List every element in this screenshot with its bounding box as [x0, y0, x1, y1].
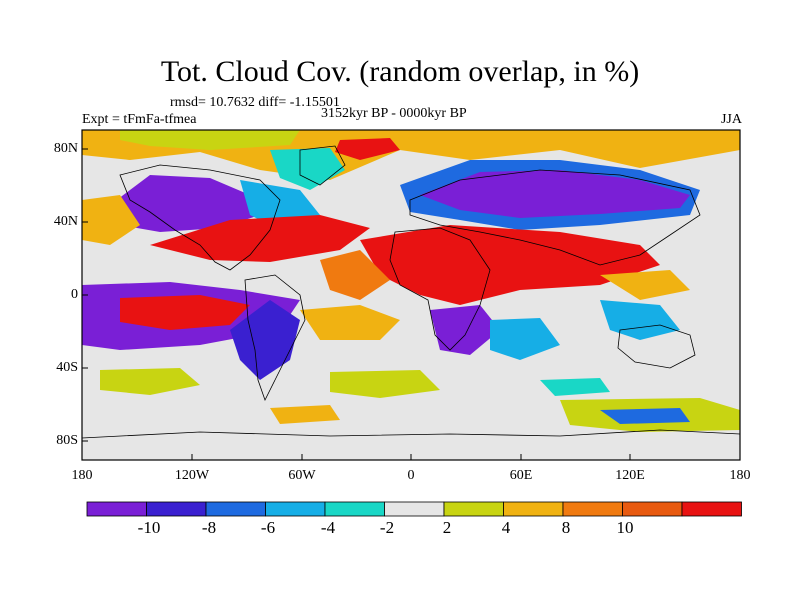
tropical-yellow-rim	[600, 270, 690, 300]
axis-ticks	[82, 148, 631, 460]
colorbar-swatch	[146, 501, 207, 517]
eurasia-purple-band	[420, 170, 690, 218]
coast-australia	[617, 324, 696, 369]
colorbar-label-8: 8	[561, 518, 571, 537]
colorbar-swatch	[562, 501, 623, 517]
colorbar-label-minus4: -4	[320, 518, 336, 537]
colorbar-label-minus2: -2	[379, 518, 395, 537]
coast-antarctica	[82, 429, 740, 439]
southern-yellow-patch-2	[330, 370, 440, 398]
experiment-label: Expt = tFmFa-tfmea	[82, 112, 197, 127]
coast-eurasia	[409, 169, 701, 266]
colorbar-label-4: 4	[501, 518, 511, 537]
indian-ocean-cyan	[490, 318, 560, 360]
colorbar-swatch	[384, 501, 445, 517]
lat-label-80s: 80S	[56, 433, 78, 448]
lon-label-0: 0	[407, 468, 415, 483]
colorbar-swatch	[265, 501, 326, 517]
colorbar-swatch	[324, 501, 385, 517]
cloud-cover-field	[82, 130, 740, 460]
coastlines	[82, 145, 740, 439]
season-label: JJA	[720, 112, 742, 127]
colorbar	[86, 501, 742, 517]
tropical-red-core	[360, 225, 660, 305]
southern-cyan-patch	[540, 378, 610, 396]
africa-purple	[430, 305, 500, 355]
north-america-purple	[110, 175, 260, 232]
lat-label-0: 0	[71, 287, 78, 302]
coast-africa	[389, 227, 491, 351]
lon-label-120e: 120E	[615, 468, 645, 483]
colorbar-label-10: 10	[616, 518, 634, 537]
arctic-red-patch	[335, 138, 400, 160]
south-america-purple	[230, 300, 300, 380]
colorbar-label-minus10: -10	[137, 518, 161, 537]
plot-title: Tot. Cloud Cov. (random overlap, in %)	[160, 55, 640, 88]
antarctic-orange-patch	[270, 405, 340, 424]
south-atlantic-orange	[300, 305, 400, 340]
colorbar-swatch	[622, 501, 683, 517]
lat-label-40n: 40N	[53, 214, 78, 229]
coast-north-america	[119, 164, 281, 271]
north-pacific-orange	[82, 195, 140, 245]
southern-yellow-patch-1	[100, 368, 200, 395]
colorbar-label-minus6: -6	[260, 518, 276, 537]
arctic-yellow-region	[120, 130, 300, 150]
colorbar-swatch	[205, 501, 266, 517]
antarctic-blue-band	[600, 408, 690, 424]
lon-label-60e: 60E	[509, 468, 533, 483]
colorbar-swatch	[443, 501, 504, 517]
tropical-orange-rim	[320, 250, 390, 300]
lat-label-40s: 40S	[56, 360, 78, 375]
equatorial-pacific-red	[120, 295, 250, 330]
lon-label-120w: 120W	[174, 468, 210, 483]
coast-south-america	[244, 274, 306, 402]
lon-label-180w: 180	[71, 468, 93, 483]
stats-label: rmsd= 10.7632 diff= -1.15501	[170, 95, 340, 110]
lat-label-80n: 80N	[53, 141, 78, 156]
lon-label-60w: 60W	[288, 468, 316, 483]
colorbar-swatch	[681, 501, 742, 517]
lon-label-180e: 180	[729, 468, 751, 483]
colorbar-label-2: 2	[442, 518, 452, 537]
coast-greenland	[299, 145, 346, 186]
colorbar-swatch	[503, 501, 564, 517]
period-label: 3152kyr BP - 0000kyr BP	[321, 106, 467, 121]
colorbar-swatch	[86, 501, 147, 517]
colorbar-label-minus8: -8	[201, 518, 217, 537]
